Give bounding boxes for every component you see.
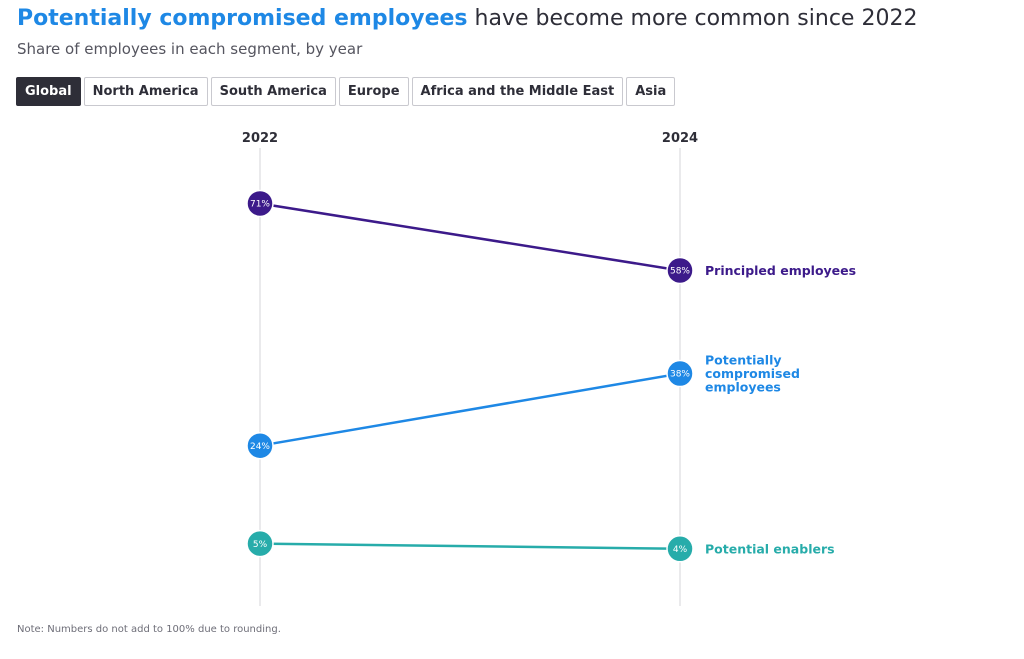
series-1-label-line-2: employees <box>705 380 781 395</box>
series-2-point-2024 <box>666 535 694 563</box>
series-2-label-line-0: Potential enablers <box>705 541 835 556</box>
tab-global[interactable]: Global <box>16 77 81 106</box>
chart-title: Potentially compromised employees have b… <box>17 4 917 34</box>
tab-europe[interactable]: Europe <box>338 77 409 106</box>
series-0-label-line-0: Principled employees <box>705 263 856 278</box>
series-2-value-2022: 5% <box>253 540 268 550</box>
tab-africa-middle-east[interactable]: Africa and the Middle East <box>411 77 624 106</box>
footnote: Note: Numbers do not add to 100% due to … <box>17 624 281 635</box>
series-1-label-line-0: Potentially <box>705 353 782 368</box>
series-line-0 <box>259 202 681 272</box>
tab-asia[interactable]: Asia <box>626 77 676 106</box>
series-line-2 <box>259 542 681 551</box>
series-0-point-2024 <box>666 256 694 285</box>
slope-chart: 2022 2024 71% 58% Principled employees 24% 38%… <box>242 131 856 606</box>
series-line-1 <box>259 372 681 447</box>
year-label-2022: 2022 <box>242 131 278 146</box>
series-1-point-2022 <box>246 431 274 460</box>
series-2-value-2024: 4% <box>673 545 688 555</box>
title-rest: have become more common since 2022 <box>467 6 918 31</box>
tab-south-america[interactable]: South America <box>210 77 336 106</box>
year-label-2024: 2024 <box>662 131 698 146</box>
series-0-point-2022 <box>246 189 274 218</box>
series-1-point-2024 <box>666 359 694 388</box>
series-1-value-2022: 24% <box>250 442 270 452</box>
tab-north-america[interactable]: North America <box>83 77 208 106</box>
series-0-value-2022: 71% <box>250 200 270 210</box>
title-highlight: Potentially compromised employees <box>17 6 468 31</box>
series-0-value-2024: 58% <box>670 267 690 277</box>
series-1-value-2024: 38% <box>670 370 690 380</box>
region-tabs: Global North America South America Europ… <box>16 77 676 106</box>
series-2-point-2022 <box>246 529 274 558</box>
chart-subtitle: Share of employees in each segment, by y… <box>17 40 363 58</box>
series-1-label-line-1: compromised <box>705 366 800 381</box>
